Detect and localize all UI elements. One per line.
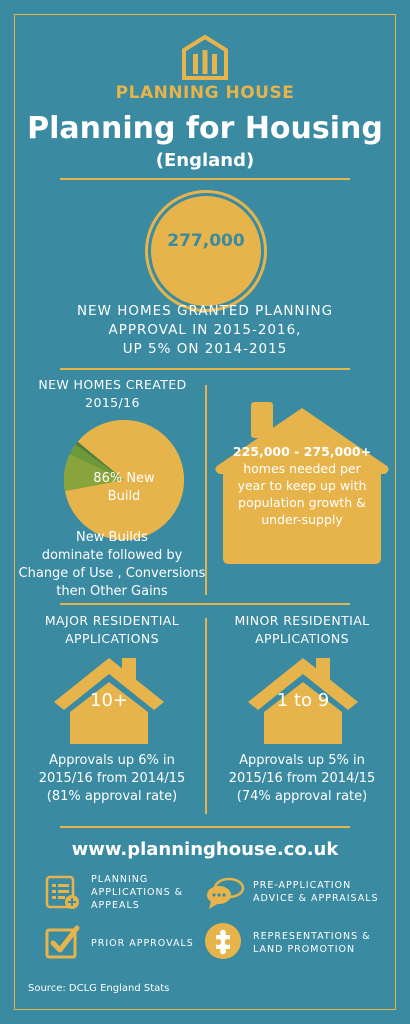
pie-slice-3 [75, 441, 124, 480]
pie-wedges [64, 420, 184, 540]
service-representations: REPRESENTATIONS & LAND PROMOTION [253, 930, 371, 956]
brand-name: PLANNING HOUSE [115, 83, 295, 103]
pie-slice-2 [69, 444, 124, 480]
service-planning-applications: PLANNING APPLICATIONS & APPEALS [91, 873, 183, 912]
speech-bubbles-icon [207, 877, 245, 909]
minor-text: Approvals up 5% in 2015/16 from 2014/15 … [212, 752, 392, 806]
stat-description: NEW HOMES GRANTED PLANNING APPROVAL IN 2… [30, 302, 380, 359]
vertical-divider [205, 618, 207, 814]
minor-line: 2015/16 from 2014/15 [228, 771, 376, 786]
homes-needed-line: homes needed per [243, 461, 361, 476]
major-line: (81% approval rate) [46, 789, 178, 804]
divider [60, 603, 350, 605]
homes-created-note: New Builds dominate followed by Change o… [14, 529, 210, 601]
stat-line: APPROVAL IN 2015-2016, [108, 322, 302, 338]
divider [60, 826, 350, 828]
service-line: APPEALS [91, 900, 140, 911]
section-title-line: MINOR RESIDENTIAL [234, 613, 370, 628]
section-title-line: MAJOR RESIDENTIAL [44, 613, 180, 628]
pie-label-line: 86% New [93, 471, 155, 486]
major-text: Approvals up 6% in 2015/16 from 2014/15 … [22, 752, 202, 806]
service-line: ADVICE & APPRAISALS [253, 893, 379, 904]
stat-line: NEW HOMES GRANTED PLANNING [76, 303, 334, 319]
checkbox-icon [45, 925, 80, 959]
major-line: Approvals up 6% in [49, 753, 175, 768]
note-line: dominate followed by [41, 548, 183, 563]
pie-label: 86% New Build [64, 470, 184, 506]
service-line: REPRESENTATIONS & [253, 931, 371, 942]
house-logo-icon [182, 34, 228, 80]
section-title-line: APPLICATIONS [65, 631, 159, 646]
homes-needed-text: 225,000 - 275,000+ homes needed per year… [225, 443, 379, 528]
stat-circle [148, 193, 264, 309]
divider [60, 368, 350, 370]
document-list-icon [45, 875, 79, 909]
homes-needed-line: year to keep up with [237, 478, 367, 493]
service-prior-approvals: PRIOR APPROVALS [91, 938, 194, 949]
section-title-line: 2015/16 [85, 395, 140, 410]
section-title-line: APPLICATIONS [255, 631, 349, 646]
section-title-line: NEW HOMES CREATED [38, 377, 187, 392]
big-house-icon [215, 402, 389, 564]
stat-value: 277,000 [167, 231, 245, 251]
minor-line: Approvals up 5% in [239, 753, 365, 768]
pie-label-line: Build [107, 489, 141, 504]
note-line: Change of Use , Conversions [18, 566, 206, 581]
page-subtitle: (England) [155, 150, 255, 171]
note-line: New Builds [76, 530, 148, 545]
note-line: then Other Gains [56, 584, 168, 599]
major-line: 2015/16 from 2014/15 [38, 771, 186, 786]
minor-title: MINOR RESIDENTIAL APPLICATIONS [212, 612, 392, 648]
pie-slice-1 [64, 454, 124, 492]
divider [60, 178, 350, 180]
homes-needed-line: population growth & [238, 495, 366, 510]
minor-house-icon [248, 658, 358, 744]
major-house-icon [54, 658, 164, 744]
border-frame [14, 14, 396, 1010]
service-line: LAND PROMOTION [253, 944, 356, 955]
service-line: PLANNING [91, 874, 149, 885]
service-pre-application: PRE-APPLICATION ADVICE & APPRAISALS [253, 879, 379, 905]
service-line: PRE-APPLICATION [253, 880, 352, 891]
vertical-divider [205, 385, 207, 595]
homes-needed-range: 225,000 - 275,000+ [232, 444, 372, 459]
major-title: MAJOR RESIDENTIAL APPLICATIONS [22, 612, 202, 648]
source-note: Source: DCLG England Stats [28, 983, 170, 994]
stat-line: UP 5% ON 2014-2015 [122, 341, 288, 357]
puzzle-icon [205, 923, 241, 959]
minor-line: (74% approval rate) [236, 789, 368, 804]
major-house-label: 10+ [90, 690, 128, 711]
website-link[interactable]: www.planninghouse.co.uk [71, 839, 339, 860]
pie-slice-0 [65, 420, 184, 540]
homes-needed-line: under-supply [261, 512, 343, 527]
homes-created-title: NEW HOMES CREATED 2015/16 [20, 376, 205, 412]
page-title: Planning for Housing [27, 111, 383, 146]
minor-house-label: 1 to 9 [276, 690, 330, 711]
service-line: APPLICATIONS & [91, 887, 184, 898]
